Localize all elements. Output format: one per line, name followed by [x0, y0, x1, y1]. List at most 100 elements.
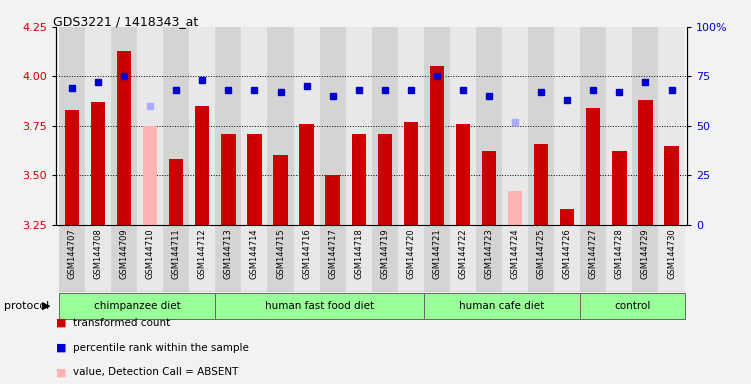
Text: GSM144724: GSM144724	[511, 228, 520, 279]
Bar	[476, 225, 502, 292]
Text: GSM144713: GSM144713	[224, 228, 233, 279]
Text: GSM144714: GSM144714	[250, 228, 259, 279]
Bar	[638, 100, 653, 225]
Bar	[137, 27, 163, 225]
Bar	[117, 51, 131, 225]
Bar	[508, 191, 522, 225]
Bar	[398, 27, 424, 225]
Bar	[581, 225, 606, 292]
Text: ■: ■	[56, 343, 67, 353]
Bar	[632, 225, 659, 292]
Text: GSM144728: GSM144728	[615, 228, 624, 279]
Text: human cafe diet: human cafe diet	[460, 301, 544, 311]
Text: GSM144722: GSM144722	[458, 228, 467, 279]
Bar	[195, 106, 210, 225]
Bar	[267, 27, 294, 225]
Bar	[325, 175, 339, 225]
Text: GSM144708: GSM144708	[94, 228, 103, 279]
Bar	[424, 225, 450, 292]
Text: GSM144719: GSM144719	[380, 228, 389, 279]
Bar	[456, 124, 470, 225]
Bar	[59, 225, 85, 292]
Text: GSM144707: GSM144707	[68, 228, 77, 279]
Bar	[85, 225, 111, 292]
Bar	[528, 225, 554, 292]
Text: GSM144729: GSM144729	[641, 228, 650, 279]
Text: GSM144721: GSM144721	[433, 228, 442, 279]
Bar	[554, 27, 581, 225]
Bar	[143, 126, 158, 225]
Bar	[216, 293, 424, 319]
Bar	[59, 27, 85, 225]
Bar	[659, 225, 685, 292]
Bar	[111, 225, 137, 292]
Text: ■: ■	[56, 367, 67, 377]
Text: human fast food diet: human fast food diet	[265, 301, 374, 311]
Bar	[216, 27, 241, 225]
Bar	[273, 156, 288, 225]
Bar	[320, 27, 345, 225]
Text: GSM144718: GSM144718	[354, 228, 363, 279]
Text: GSM144710: GSM144710	[146, 228, 155, 279]
Bar	[424, 293, 581, 319]
Bar	[300, 124, 314, 225]
Bar	[320, 225, 345, 292]
Bar	[189, 225, 216, 292]
Bar	[247, 134, 261, 225]
Bar	[606, 225, 632, 292]
Text: control: control	[614, 301, 650, 311]
Bar	[163, 225, 189, 292]
Bar	[398, 225, 424, 292]
Text: protocol: protocol	[4, 301, 49, 311]
Bar	[606, 27, 632, 225]
Bar	[450, 27, 476, 225]
Bar	[189, 27, 216, 225]
Text: GSM144726: GSM144726	[562, 228, 572, 279]
Bar	[476, 27, 502, 225]
Bar	[424, 27, 450, 225]
Bar	[554, 225, 581, 292]
Text: GDS3221 / 1418343_at: GDS3221 / 1418343_at	[53, 15, 198, 28]
Bar	[372, 225, 398, 292]
Text: chimpanzee diet: chimpanzee diet	[94, 301, 180, 311]
Text: GSM144715: GSM144715	[276, 228, 285, 279]
Bar	[581, 27, 606, 225]
Bar	[534, 144, 548, 225]
Text: percentile rank within the sample: percentile rank within the sample	[73, 343, 249, 353]
Text: GSM144717: GSM144717	[328, 228, 337, 279]
Bar	[111, 27, 137, 225]
Text: GSM144723: GSM144723	[484, 228, 493, 279]
Text: GSM144725: GSM144725	[537, 228, 546, 279]
Bar	[267, 225, 294, 292]
Bar	[216, 225, 241, 292]
Text: GSM144711: GSM144711	[172, 228, 181, 279]
Text: GSM144730: GSM144730	[667, 228, 676, 279]
Bar	[378, 134, 392, 225]
Bar	[502, 27, 528, 225]
Bar	[85, 27, 111, 225]
Bar	[59, 293, 216, 319]
Text: GSM144709: GSM144709	[119, 228, 128, 279]
Bar	[586, 108, 601, 225]
Bar	[665, 146, 679, 225]
Text: ■: ■	[56, 318, 67, 328]
Bar	[482, 151, 496, 225]
Text: ▶: ▶	[42, 301, 50, 311]
Bar	[372, 27, 398, 225]
Bar	[241, 27, 267, 225]
Bar	[91, 102, 105, 225]
Bar	[659, 27, 685, 225]
Bar	[351, 134, 366, 225]
Bar	[430, 66, 444, 225]
Bar	[450, 225, 476, 292]
Bar	[528, 27, 554, 225]
Bar	[294, 225, 320, 292]
Bar	[241, 225, 267, 292]
Bar	[222, 134, 236, 225]
Bar	[137, 225, 163, 292]
Text: value, Detection Call = ABSENT: value, Detection Call = ABSENT	[73, 367, 238, 377]
Text: GSM144712: GSM144712	[198, 228, 207, 279]
Bar	[404, 122, 418, 225]
Bar	[163, 27, 189, 225]
Bar	[581, 293, 685, 319]
